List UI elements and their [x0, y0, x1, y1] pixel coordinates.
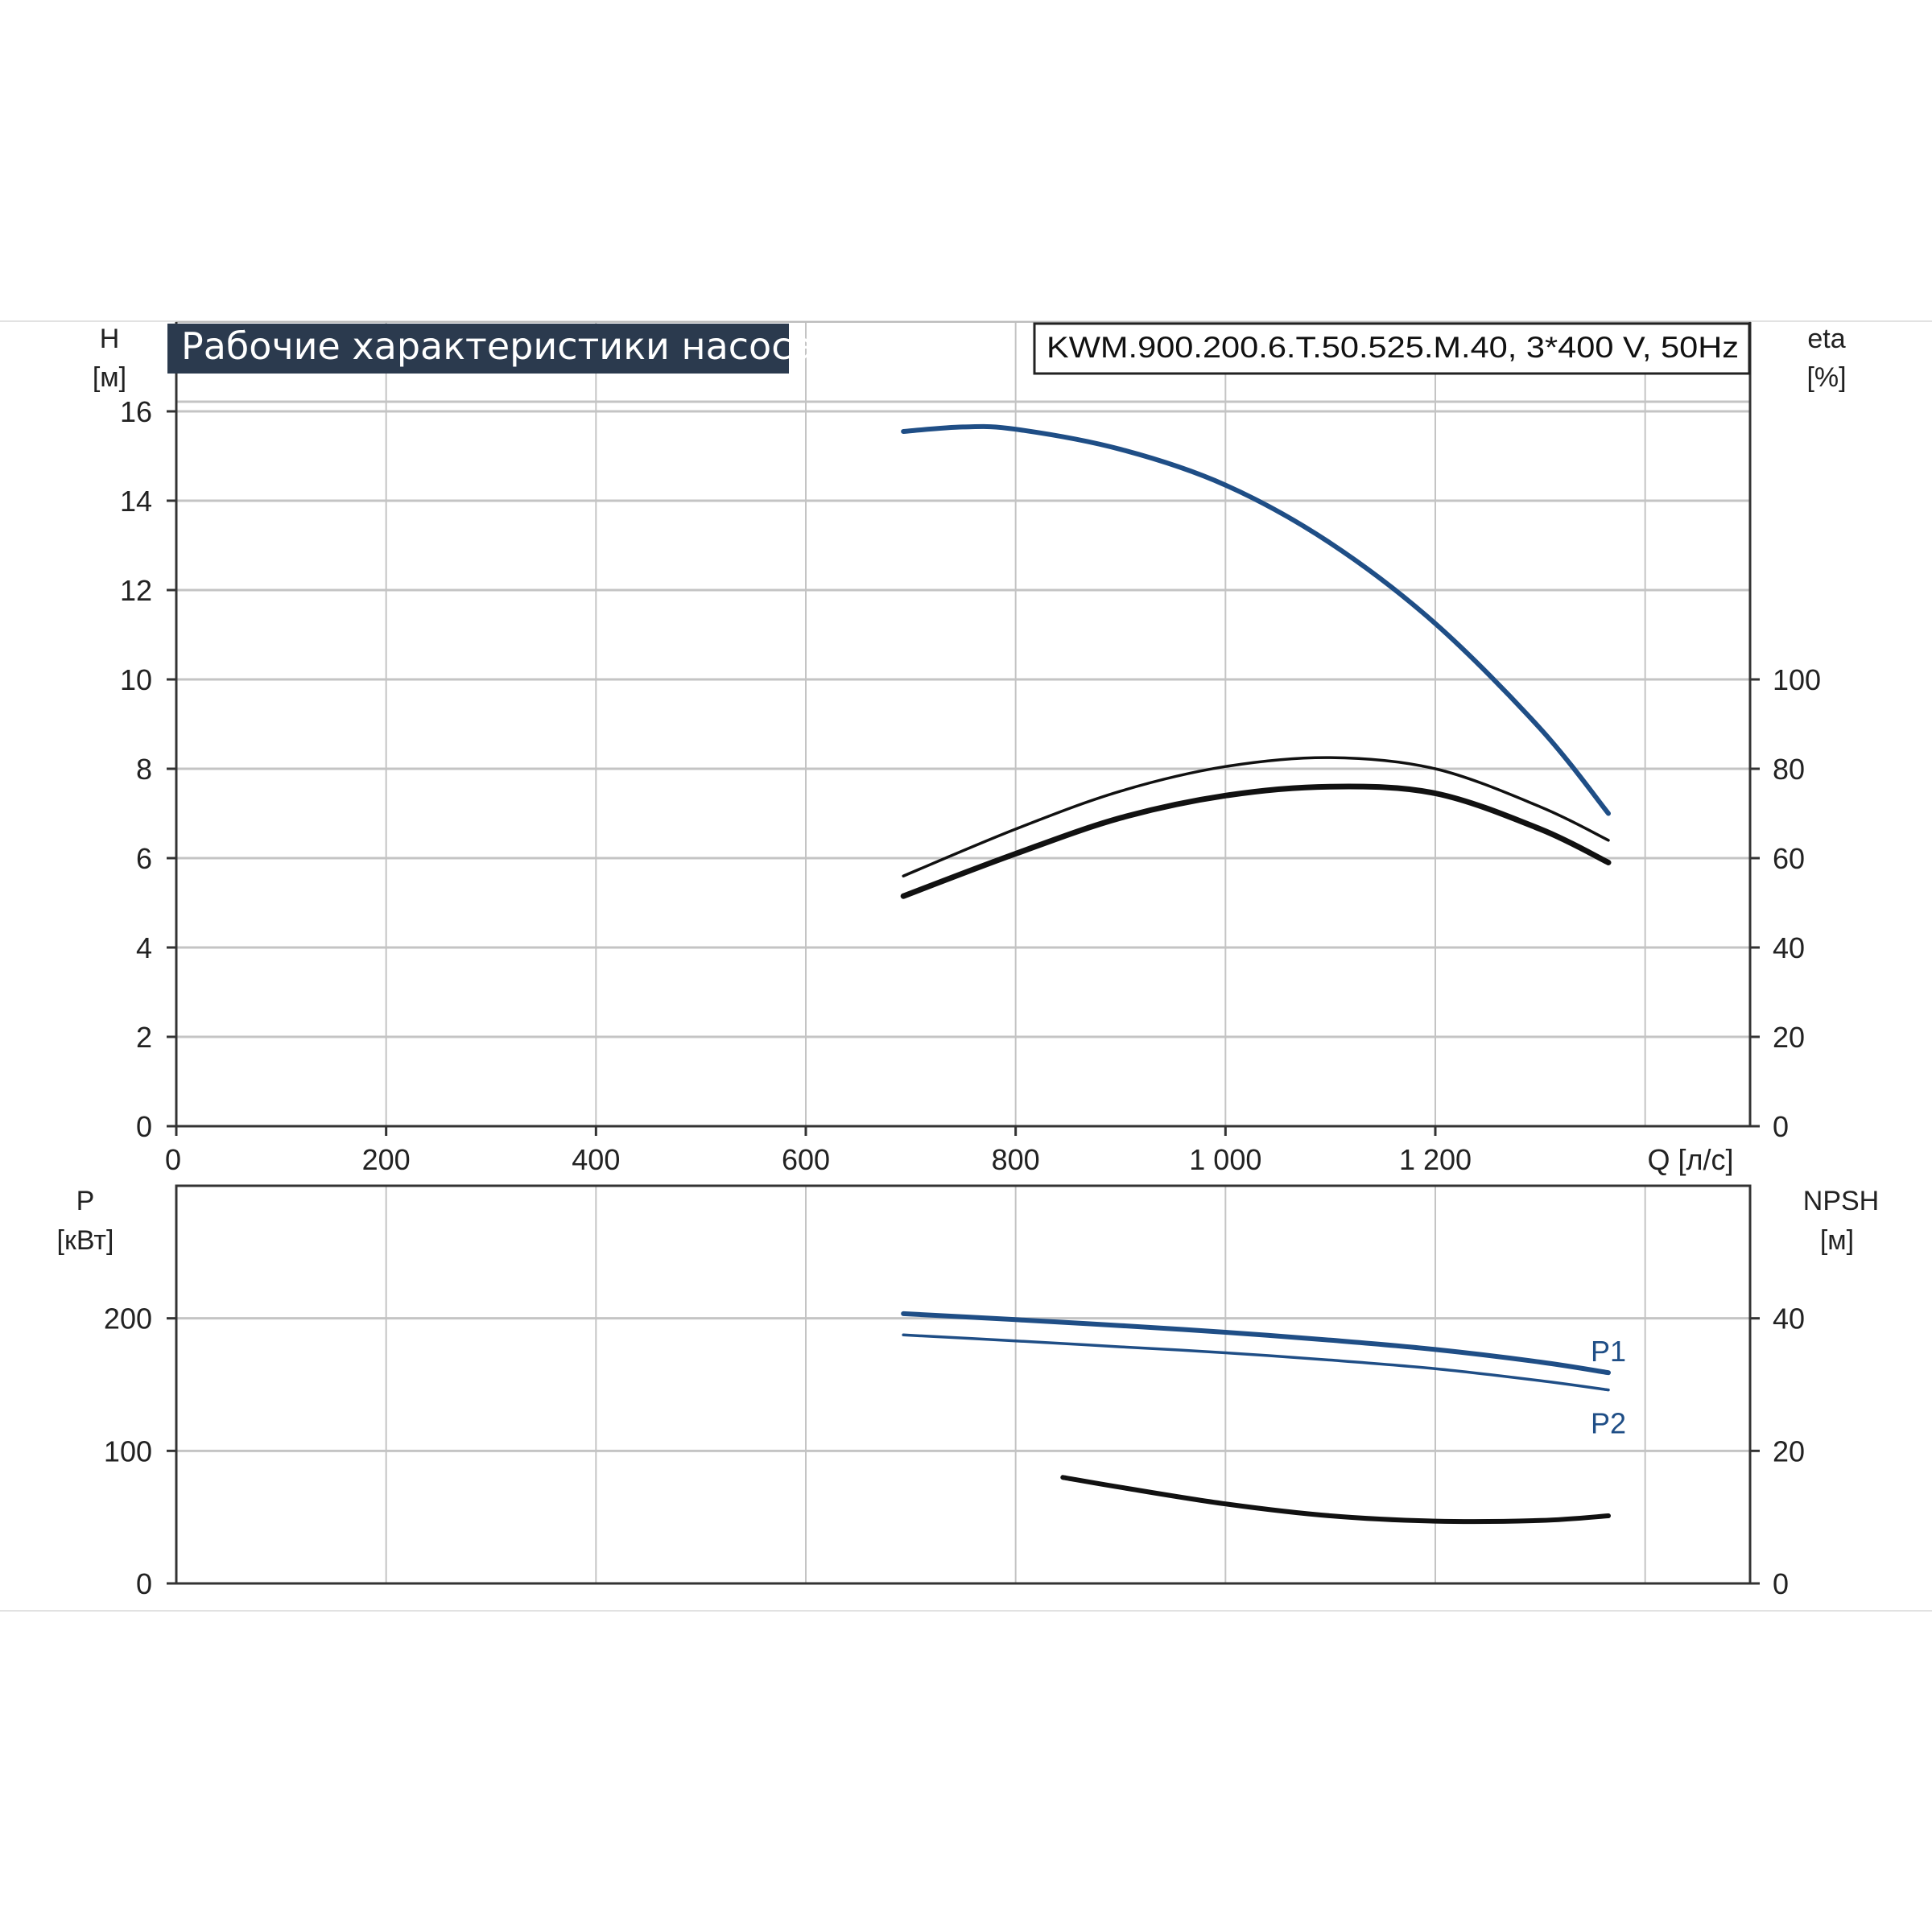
top-series: [900, 423, 1612, 899]
top-right-tick-label: 40: [1773, 931, 1805, 964]
bottom-series-line-2: [1060, 1475, 1611, 1525]
x-tick-label: 1 000: [1189, 1143, 1261, 1176]
x-tick-label: 800: [992, 1143, 1040, 1176]
top-grid: [176, 322, 1750, 1126]
x-tick-label: 400: [572, 1143, 620, 1176]
bottom-right-tick-label: 40: [1773, 1302, 1805, 1335]
bottom-left-tick-label: 100: [104, 1435, 152, 1468]
top-left-tick-label: 8: [136, 753, 152, 786]
bottom-right-tick-label: 0: [1773, 1567, 1789, 1600]
top-left-tick-label: 14: [120, 485, 152, 518]
top-right-tick-label: 20: [1773, 1021, 1805, 1054]
bottom-grid: [176, 1186, 1750, 1583]
bottom-left-tick-label: 200: [104, 1302, 152, 1335]
series-label-p2: P2: [1591, 1407, 1626, 1440]
top-series-line-2: [900, 783, 1612, 899]
top-left-axis-label-1: H: [100, 324, 120, 354]
top-series-line-0: [901, 423, 1611, 816]
model-label-box: KWM.900.200.6.T.50.525.M.40, 3*400 V, 50…: [1033, 322, 1751, 375]
bottom-axes: 0 100 200 0 20 40: [104, 1186, 1805, 1600]
x-tick-label: 600: [782, 1143, 830, 1176]
top-left-tick-label: 4: [136, 931, 152, 964]
top-right-tick-label: 100: [1773, 663, 1821, 696]
top-plot-frame: [175, 321, 1751, 1127]
chart-title-box: Рабочие характеристики насоса: [167, 324, 815, 374]
top-right-axis-label-2: [%]: [1806, 362, 1846, 393]
top-left-tick-label: 12: [120, 574, 152, 607]
bottom-series: P1 P2: [901, 1311, 1626, 1525]
bottom-plot-frame: [175, 1184, 1752, 1585]
x-tick-label: 200: [362, 1143, 411, 1176]
series-label-p1: P1: [1591, 1335, 1626, 1368]
x-tick-label: 0: [165, 1143, 181, 1176]
top-left-tick-label: 16: [120, 395, 152, 428]
top-left-tick-label: 6: [136, 842, 152, 875]
bottom-series-line-p2: [902, 1333, 1610, 1392]
top-axes: 0 2 4 6 8 10 12 14 16 0 20 40 60 80 100 0 200 400 600 800 1 …: [120, 322, 1821, 1176]
bottom-left-axis-label-2: [кВт]: [57, 1225, 114, 1256]
top-right-tick-label: 0: [1773, 1110, 1789, 1143]
top-left-tick-label: 10: [120, 663, 152, 696]
bottom-left-tick-label: 0: [136, 1567, 152, 1600]
bottom-right-axis-label-2: [м]: [1820, 1225, 1854, 1256]
bottom-series-line-p1: [901, 1311, 1611, 1376]
bottom-right-tick-label: 20: [1773, 1435, 1805, 1468]
top-series-line-1: [902, 756, 1610, 877]
bottom-left-axis-label-1: P: [76, 1186, 95, 1216]
bottom-right-axis-label-1: NPSH: [1803, 1186, 1879, 1216]
top-right-tick-label: 60: [1773, 842, 1805, 875]
top-right-axis-label-1: eta: [1807, 324, 1845, 354]
model-label: KWM.900.200.6.T.50.525.M.40, 3*400 V, 50…: [1046, 331, 1739, 364]
top-left-tick-label: 0: [136, 1110, 152, 1143]
top-right-tick-label: 80: [1773, 753, 1805, 786]
top-left-axis-label-2: [м]: [93, 362, 126, 393]
x-tick-label: 1 200: [1399, 1143, 1472, 1176]
chart-title: Рабочие характеристики насоса: [181, 324, 815, 368]
top-left-tick-label: 2: [136, 1021, 152, 1054]
x-axis-label: Q [л/с]: [1647, 1143, 1733, 1176]
